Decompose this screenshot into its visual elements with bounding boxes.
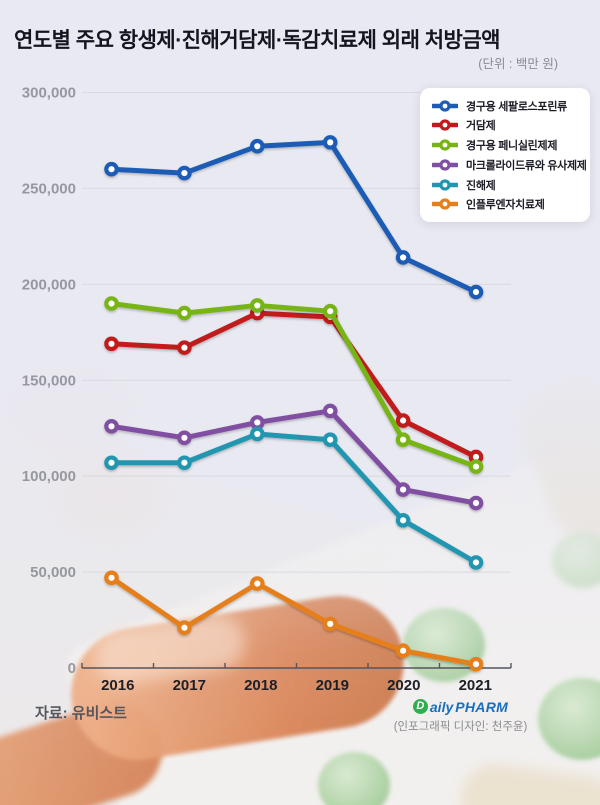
svg-text:2020: 2020 — [387, 677, 420, 694]
svg-text:250,000: 250,000 — [22, 180, 76, 197]
svg-text:2017: 2017 — [173, 677, 206, 694]
series-인플루엔자치료제 — [104, 570, 484, 672]
legend-marker-icon — [432, 178, 458, 191]
logo-text-aily: aily — [429, 698, 454, 715]
legend-item: 인플루엔자치료제 — [432, 196, 590, 212]
legend-label: 경구용 페니실린제제 — [466, 140, 558, 153]
dailypharm-logo-icon: D — [412, 699, 428, 714]
legend-item: 경구용 페니실린제제 — [432, 137, 590, 153]
legend-marker-icon — [432, 198, 458, 210]
legend-item: 경구용 세팔로스포린류 — [432, 98, 590, 114]
legend-label: 인플루엔자치료제 — [466, 199, 545, 212]
legend-marker-icon — [432, 139, 458, 151]
series-마크롤라이드류와 유사제제 — [104, 403, 484, 511]
legend-marker-icon — [432, 119, 458, 132]
logo-text-pharm: PHARM — [455, 698, 509, 715]
svg-text:100,000: 100,000 — [22, 468, 76, 485]
legend-item: 마크롤라이드류와 유사제제 — [432, 157, 590, 173]
unit-label: (단위 : 백만 원) — [478, 57, 558, 71]
series-경구용 세팔로스포린류 — [104, 135, 484, 300]
series-경구용 페니실린제제 — [104, 296, 484, 474]
design-credit: (인포그래픽 디자인: 천주윤) — [393, 721, 528, 733]
page-title: 연도별 주요 항생제·진해거담제·독감치료제 외래 처방금액 — [14, 29, 501, 52]
svg-text:2021: 2021 — [459, 677, 492, 694]
legend-marker-icon — [432, 159, 458, 171]
svg-text:50,000: 50,000 — [30, 564, 76, 581]
background-photo — [0, 300, 600, 805]
svg-text:200,000: 200,000 — [22, 276, 76, 293]
legend-item: 거담제 — [432, 117, 590, 133]
svg-text:2018: 2018 — [244, 677, 277, 694]
series-진해제 — [104, 426, 484, 570]
series-거담제 — [104, 305, 484, 465]
svg-text:2019: 2019 — [316, 677, 349, 694]
legend-label: 경구용 세팔로스포린류 — [466, 100, 567, 113]
legend-item: 진해제 — [432, 177, 590, 193]
data-source-label: 자료: 유비스트 — [35, 705, 127, 722]
legend-label: 거담제 — [466, 120, 496, 133]
svg-text:2016: 2016 — [101, 677, 134, 694]
svg-text:0: 0 — [68, 660, 76, 677]
legend-marker-icon — [432, 100, 458, 112]
legend-label: 진해제 — [466, 179, 496, 192]
legend-label: 마크롤라이드류와 유사제제 — [466, 159, 587, 172]
svg-text:300,000: 300,000 — [22, 85, 76, 102]
svg-text:150,000: 150,000 — [22, 372, 76, 389]
